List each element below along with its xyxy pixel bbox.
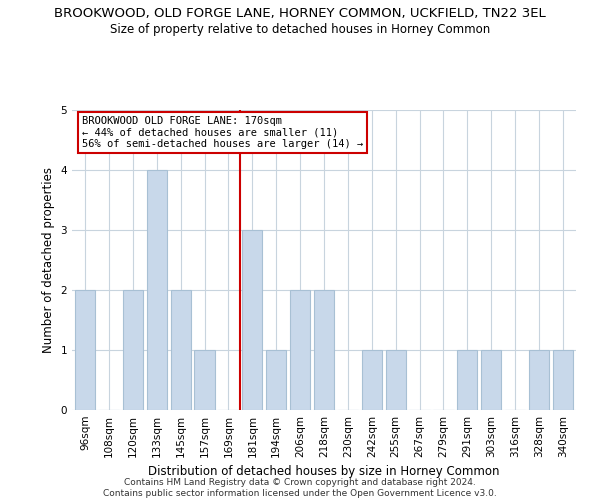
Bar xyxy=(266,350,286,410)
Text: Contains HM Land Registry data © Crown copyright and database right 2024.
Contai: Contains HM Land Registry data © Crown c… xyxy=(103,478,497,498)
Bar xyxy=(170,290,191,410)
Y-axis label: Number of detached properties: Number of detached properties xyxy=(42,167,55,353)
Bar xyxy=(146,170,167,410)
Bar xyxy=(529,350,549,410)
Bar xyxy=(386,350,406,410)
Bar xyxy=(481,350,502,410)
Bar xyxy=(362,350,382,410)
Bar xyxy=(75,290,95,410)
Bar xyxy=(123,290,143,410)
Bar xyxy=(194,350,215,410)
Bar xyxy=(457,350,478,410)
Text: Size of property relative to detached houses in Horney Common: Size of property relative to detached ho… xyxy=(110,22,490,36)
Bar xyxy=(553,350,573,410)
X-axis label: Distribution of detached houses by size in Horney Common: Distribution of detached houses by size … xyxy=(148,466,500,478)
Text: BROOKWOOD, OLD FORGE LANE, HORNEY COMMON, UCKFIELD, TN22 3EL: BROOKWOOD, OLD FORGE LANE, HORNEY COMMON… xyxy=(54,8,546,20)
Bar xyxy=(290,290,310,410)
Text: BROOKWOOD OLD FORGE LANE: 170sqm
← 44% of detached houses are smaller (11)
56% o: BROOKWOOD OLD FORGE LANE: 170sqm ← 44% o… xyxy=(82,116,364,149)
Bar xyxy=(242,230,262,410)
Bar xyxy=(314,290,334,410)
